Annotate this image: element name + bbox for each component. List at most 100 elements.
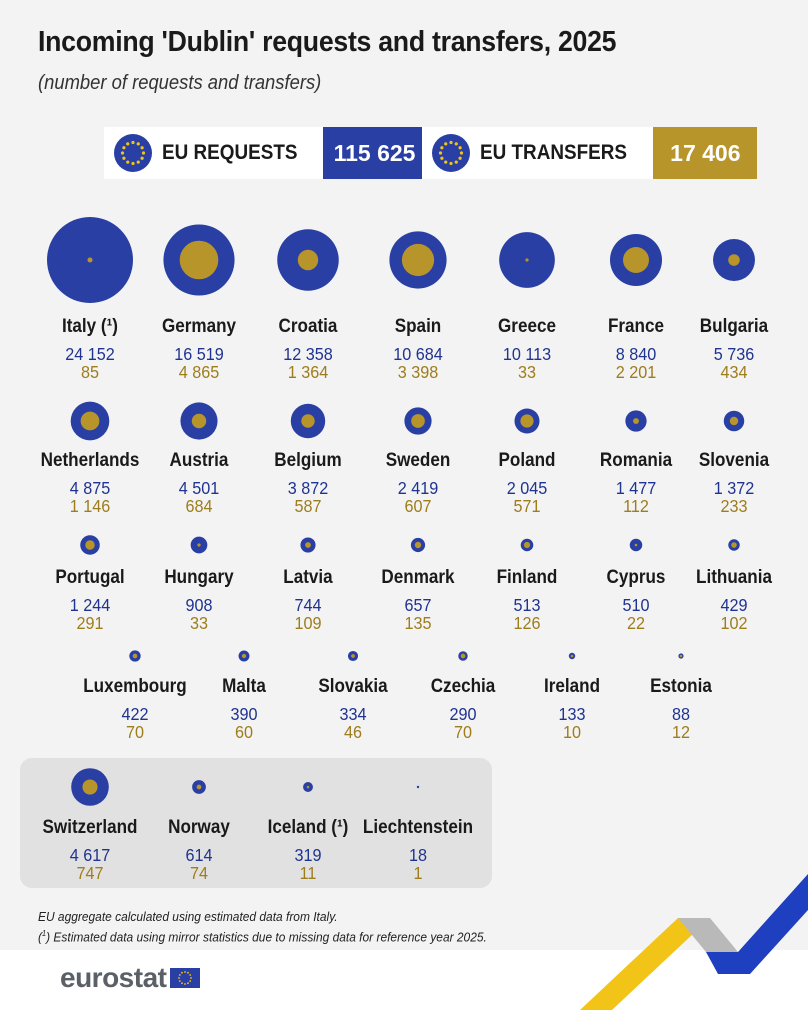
country-label: Ireland: [544, 675, 600, 696]
requests-value-label: 290: [449, 704, 476, 724]
eu-flag-icon: [114, 134, 152, 172]
country-label: Denmark: [381, 566, 455, 587]
eu-transfers-total: EU TRANSFERS 17 406: [422, 127, 758, 179]
country-label: Poland: [499, 449, 556, 470]
requests-value-label: 510: [622, 595, 649, 615]
requests-value-label: 422: [121, 704, 148, 724]
requests-value-label: 1 244: [70, 595, 111, 615]
requests-value-label: 614: [185, 845, 212, 865]
transfers-bubble: [351, 654, 355, 658]
transfers-value-label: 2 201: [616, 362, 657, 382]
transfers-bubble: [523, 541, 531, 549]
ribbon-decoration: [580, 874, 808, 1010]
transfers-value-label: 291: [76, 613, 103, 633]
country-label: Norway: [168, 816, 230, 837]
requests-value-label: 744: [294, 595, 321, 615]
page-title: Incoming 'Dublin' requests and transfers…: [38, 26, 617, 58]
requests-value-label: 16 519: [174, 344, 224, 364]
requests-value-label: 10 113: [503, 344, 551, 364]
transfers-bubble: [731, 542, 737, 548]
eu-requests-label: EU REQUESTS: [162, 141, 298, 164]
requests-value-label: 1 477: [616, 478, 657, 498]
transfers-value-label: 587: [294, 496, 321, 516]
requests-value-label: 513: [513, 595, 540, 615]
transfers-bubble: [728, 254, 740, 266]
transfers-bubble: [80, 411, 100, 431]
transfers-value-label: 74: [190, 863, 208, 883]
requests-value-label: 429: [720, 595, 747, 615]
page-subtitle: (number of requests and transfers): [38, 72, 322, 94]
requests-value-label: 10 684: [393, 344, 443, 364]
country-label: Malta: [222, 675, 267, 696]
eu-requests-total: EU REQUESTS 115 625: [104, 127, 427, 179]
requests-value-label: 4 875: [70, 478, 111, 498]
transfers-bubble: [179, 240, 219, 280]
transfers-bubble: [633, 418, 639, 424]
transfers-value-label: 109: [294, 613, 321, 633]
requests-value-label: 657: [404, 595, 431, 615]
country-label: Croatia: [279, 315, 339, 336]
transfers-value-label: 12: [672, 722, 690, 742]
transfers-value-label: 4 865: [179, 362, 220, 382]
transfers-bubble: [525, 258, 529, 262]
transfers-bubble: [729, 416, 739, 426]
transfers-bubble: [191, 413, 207, 429]
requests-value-label: 4 617: [70, 845, 111, 865]
footnote-marker: 1: [41, 929, 47, 938]
country-label: Latvia: [283, 566, 333, 587]
transfers-value-label: 135: [404, 613, 431, 633]
country-label: Greece: [498, 315, 556, 336]
transfers-value-label: 112: [623, 496, 649, 516]
transfers-value-label: 85: [81, 362, 99, 382]
transfers-value-label: 10: [563, 722, 581, 742]
country-label: Portugal: [55, 566, 124, 587]
requests-value-label: 88: [672, 704, 690, 724]
requests-value-label: 2 419: [398, 478, 439, 498]
requests-value-label: 24 152: [65, 344, 115, 364]
transfers-value-label: 1 364: [288, 362, 329, 382]
eu-requests-value: 115 625: [322, 127, 427, 179]
transfers-value-label: 1: [413, 863, 422, 883]
eu-flag-icon: [170, 968, 201, 988]
requests-value-label: 133: [558, 704, 585, 724]
requests-value-label: 8 840: [616, 344, 657, 364]
transfers-bubble: [305, 542, 311, 548]
country-label: Luxembourg: [83, 675, 186, 696]
transfers-value-label: 33: [518, 362, 536, 382]
country-label: Slovakia: [318, 675, 388, 696]
country-label: Liechtenstein: [363, 816, 473, 837]
requests-value-label: 18: [409, 845, 427, 865]
eu-transfers-value: 17 406: [653, 127, 758, 179]
requests-value-label: 5 736: [714, 344, 755, 364]
country-label: Estonia: [650, 675, 713, 696]
transfers-bubble: [634, 543, 638, 547]
country-label: Cyprus: [607, 566, 666, 587]
country-label: Romania: [600, 449, 673, 470]
transfers-value-label: 607: [404, 496, 431, 516]
eu-flag-icon: [432, 134, 470, 172]
country-label: Slovenia: [699, 449, 770, 470]
requests-value-label: 12 358: [283, 344, 333, 364]
transfers-bubble: [82, 779, 98, 795]
requests-value-label: 390: [230, 704, 257, 724]
transfers-bubble: [411, 414, 425, 428]
requests-value-label: 908: [185, 595, 212, 615]
